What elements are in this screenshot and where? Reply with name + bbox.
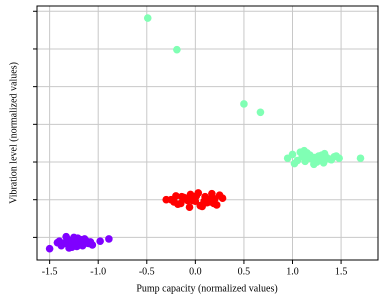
point xyxy=(53,238,62,247)
point xyxy=(288,150,297,159)
point xyxy=(88,241,97,249)
x-tick-label: -0.5 xyxy=(139,266,155,277)
point xyxy=(290,159,299,168)
point xyxy=(300,146,308,155)
point xyxy=(45,244,54,253)
point xyxy=(305,153,313,162)
point xyxy=(71,237,79,245)
point xyxy=(143,14,152,22)
point xyxy=(314,152,323,160)
y-axis-label: Vibration level (normalized values) xyxy=(8,62,19,204)
point xyxy=(96,237,104,245)
point xyxy=(210,199,218,208)
point xyxy=(78,241,87,250)
x-axis-label: Pump capacity (normalized values) xyxy=(136,283,277,294)
point xyxy=(319,158,328,167)
point xyxy=(185,203,194,212)
plot-frame xyxy=(36,5,379,261)
point xyxy=(80,235,89,243)
point xyxy=(310,160,318,169)
point xyxy=(208,189,216,198)
point xyxy=(170,198,178,206)
x-tick-label: -1.0 xyxy=(90,266,106,277)
point xyxy=(62,232,70,241)
point xyxy=(320,149,329,158)
x-tick-label: 1.0 xyxy=(286,266,299,277)
point xyxy=(61,238,69,247)
point xyxy=(105,235,113,243)
point xyxy=(162,195,171,204)
point xyxy=(172,192,180,200)
point xyxy=(173,45,181,54)
x-tick-label: -1.5 xyxy=(42,266,58,277)
point xyxy=(240,100,248,108)
point xyxy=(256,108,265,117)
x-tick-label: 0.0 xyxy=(189,266,202,277)
point xyxy=(356,154,365,163)
point xyxy=(188,196,197,205)
point xyxy=(218,194,227,202)
x-tick-label: 1.5 xyxy=(335,266,348,277)
point xyxy=(177,192,186,201)
x-tick-label: 0.5 xyxy=(238,266,251,277)
point xyxy=(335,154,343,163)
